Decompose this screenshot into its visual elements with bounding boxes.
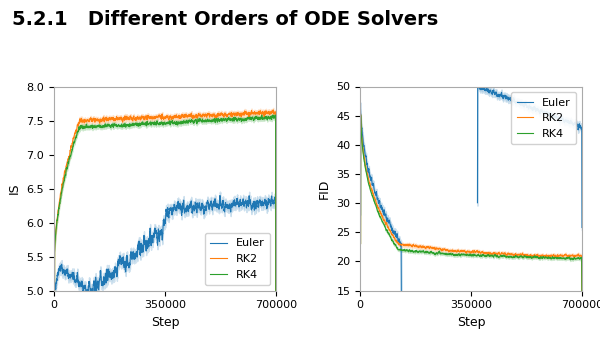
Euler [371,188,378,192]
Y-axis label: IS: IS [8,183,21,194]
RK4 [572,257,579,261]
RK4 [266,115,273,119]
Euler [217,193,224,198]
RK2 [357,113,364,117]
X-axis label: Step: Step [151,316,179,329]
RK4 [458,253,466,257]
Euler [225,206,232,210]
RK4 [272,113,279,117]
Line: Euler: Euler [54,195,276,346]
RK2 [158,113,166,117]
RK2 [368,188,375,192]
RK4 [356,240,364,244]
Euler [152,229,160,234]
Euler [266,199,273,203]
RK2 [572,254,579,258]
Euler [62,273,69,277]
RK2 [572,254,579,258]
Line: Euler: Euler [360,105,401,297]
RK2 [532,253,539,257]
RK4 [62,173,69,177]
Legend: Euler, RK2, RK4: Euler, RK2, RK4 [205,233,270,285]
Euler [398,294,405,299]
Legend: Euler, RK2, RK4: Euler, RK2, RK4 [511,92,577,144]
RK4 [272,322,280,326]
RK4 [464,253,472,257]
RK4 [578,301,586,306]
RK4 [357,113,364,118]
Euler [357,103,364,107]
RK4 [532,254,539,258]
Euler [266,198,273,202]
RK2 [356,240,364,244]
RK2 [266,111,273,115]
Line: RK2: RK2 [54,110,276,346]
Euler [356,210,364,214]
Euler [158,233,166,237]
RK2 [458,249,466,253]
RK4 [368,192,375,196]
RK2 [152,115,160,119]
RK2 [578,300,586,304]
RK2 [464,250,472,254]
RK2 [62,170,69,174]
RK2 [269,108,277,112]
Euler [387,224,394,228]
RK2 [225,112,232,116]
Euler [362,154,369,158]
Y-axis label: FID: FID [318,179,331,199]
RK4 [152,122,160,127]
X-axis label: Step: Step [457,316,485,329]
RK2 [272,317,280,321]
Line: RK4: RK4 [360,116,582,303]
Line: RK2: RK2 [360,115,582,302]
RK4 [225,116,232,120]
Euler [364,161,371,165]
RK4 [266,115,273,119]
Euler [377,203,385,208]
Text: 5.2.1   Different Orders of ODE Solvers: 5.2.1 Different Orders of ODE Solvers [12,10,438,29]
Line: RK4: RK4 [54,115,276,346]
RK4 [572,257,579,261]
RK2 [266,111,273,115]
RK4 [158,121,166,125]
Euler [397,243,404,247]
